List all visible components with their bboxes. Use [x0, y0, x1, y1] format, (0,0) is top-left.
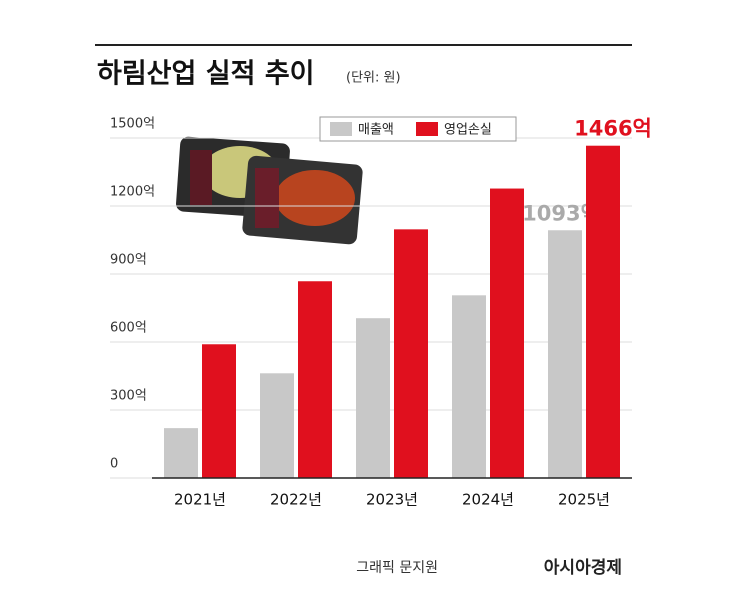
- x-tick-label: 2021년: [174, 491, 226, 509]
- y-tick-label: 600억: [110, 321, 147, 336]
- y-tick-label: 1500억: [110, 117, 155, 132]
- credit: 그래픽 문지원: [356, 560, 438, 576]
- bar: [298, 281, 332, 478]
- data-label: 1466억: [574, 117, 652, 141]
- bar: [394, 229, 428, 478]
- publisher: 아시아경제: [544, 558, 622, 578]
- bar: [490, 188, 524, 478]
- legend-swatch: [416, 122, 438, 136]
- chart-subtitle: (단위: 원): [346, 71, 401, 86]
- x-tick-label: 2024년: [462, 491, 514, 509]
- y-tick-label: 300억: [110, 389, 147, 404]
- y-tick-label: 900억: [110, 253, 147, 268]
- bar: [164, 428, 198, 478]
- bar: [452, 295, 486, 478]
- bar: [202, 344, 236, 478]
- legend-swatch: [330, 122, 352, 136]
- legend-label: 매출액: [358, 123, 394, 138]
- bar: [548, 230, 582, 478]
- x-tick-label: 2022년: [270, 491, 322, 509]
- y-tick-label: 1200억: [110, 185, 155, 200]
- x-tick-label: 2023년: [366, 491, 418, 509]
- bar: [586, 145, 620, 478]
- product-image: [176, 136, 363, 245]
- chart-title: 하림산업 실적 추이: [97, 59, 315, 90]
- x-tick-label: 2025년: [558, 491, 610, 509]
- bar: [356, 318, 390, 478]
- bar: [260, 373, 294, 478]
- legend-label: 영업손실: [444, 123, 492, 138]
- y-tick-label: 0: [110, 457, 118, 472]
